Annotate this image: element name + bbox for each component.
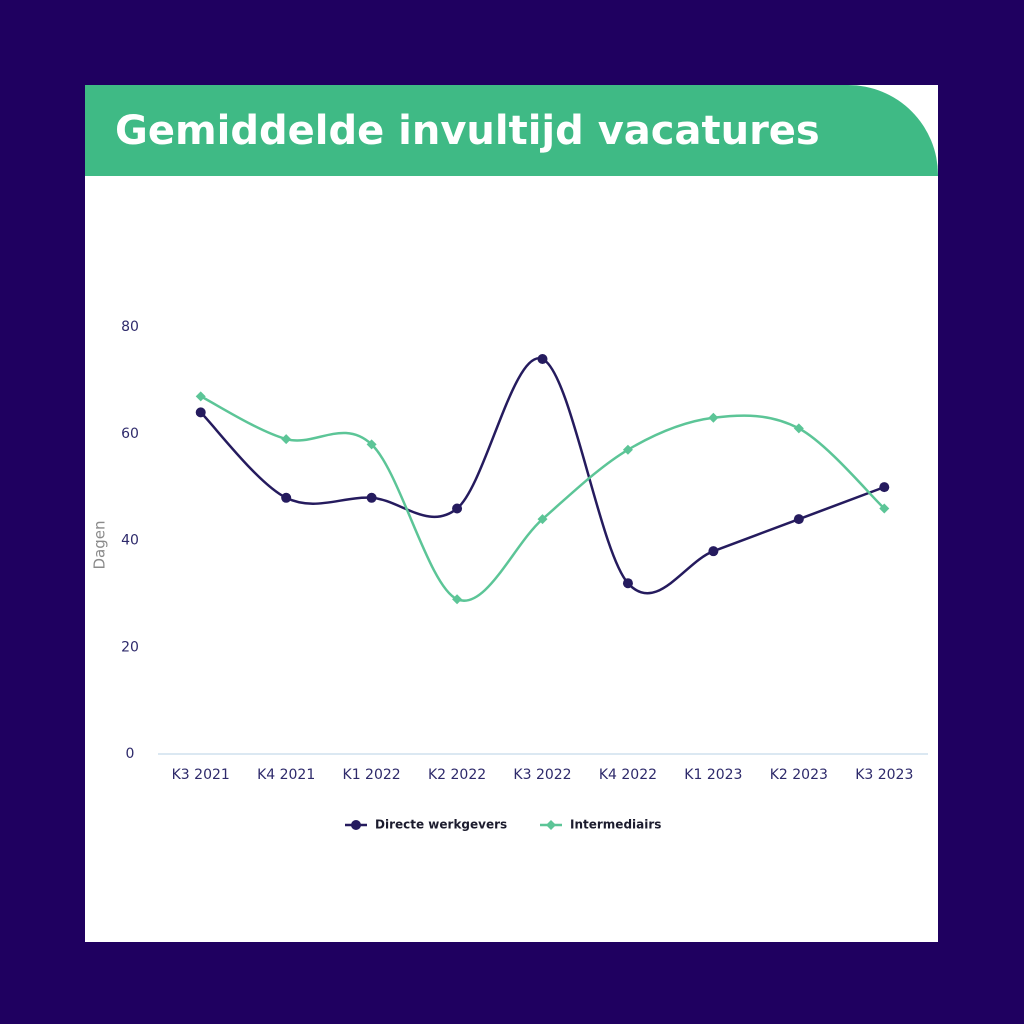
point — [622, 444, 633, 455]
legend-label: Directe werkgevers — [375, 818, 507, 832]
y-tick-label: 40 — [121, 533, 139, 549]
point — [452, 594, 463, 605]
y-tick-label: 0 — [126, 746, 135, 762]
point — [195, 407, 206, 418]
point — [281, 434, 292, 445]
point — [281, 492, 292, 503]
point — [879, 482, 890, 493]
x-tick-label: K1 2022 — [343, 767, 401, 783]
point — [537, 354, 548, 365]
series-line — [200, 395, 886, 602]
card — [85, 85, 938, 942]
point — [366, 492, 377, 503]
x-tick-label: K2 2022 — [428, 767, 486, 783]
point — [708, 412, 719, 423]
point — [537, 514, 548, 525]
y-axis-label: Dagen — [91, 521, 109, 570]
x-tick-label: K2 2023 — [770, 767, 828, 783]
y-tick-label: 80 — [121, 319, 139, 335]
y-tick-label: 20 — [121, 639, 139, 655]
x-tick-label: K4 2022 — [599, 767, 657, 783]
x-tick-label: K3 2023 — [855, 767, 913, 783]
legend-marker — [351, 820, 361, 830]
point — [195, 391, 206, 402]
point — [879, 503, 890, 514]
x-tick-label: K4 2021 — [257, 767, 315, 783]
point — [452, 503, 463, 514]
point — [793, 514, 804, 525]
legend-marker — [546, 820, 556, 830]
point — [793, 423, 804, 434]
point — [622, 578, 633, 589]
point — [708, 546, 719, 557]
point — [366, 439, 377, 450]
x-tick-label: K1 2023 — [684, 767, 742, 783]
legend-label: Intermediairs — [570, 818, 661, 832]
x-tick-label: K3 2021 — [172, 767, 230, 783]
x-tick-label: K3 2022 — [513, 767, 571, 783]
y-tick-label: 60 — [121, 426, 139, 442]
header-band — [85, 85, 938, 176]
chart-title: Gemiddelde invultijd vacatures — [115, 108, 820, 154]
